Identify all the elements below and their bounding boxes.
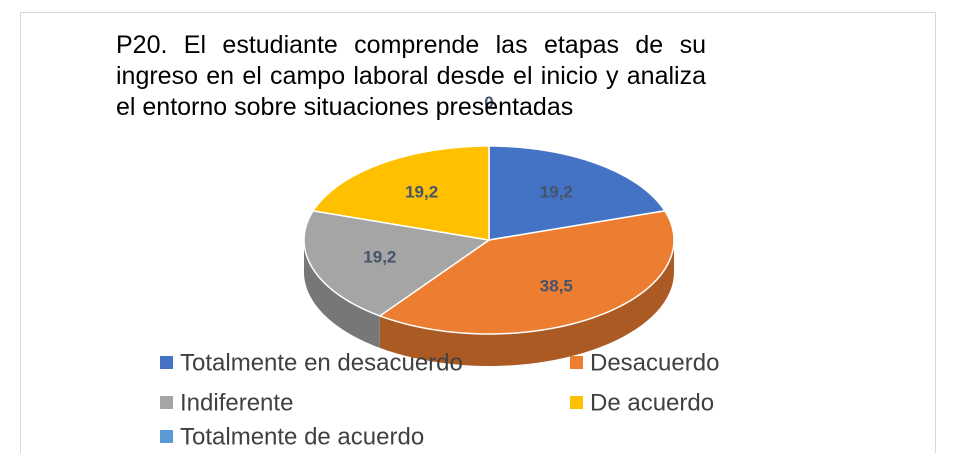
- pie-sides: [304, 240, 674, 366]
- legend-marker: [160, 396, 173, 409]
- pie-slice: [303, 210, 491, 317]
- pie-tops: [303, 145, 675, 335]
- legend-label: De acuerdo: [590, 389, 714, 416]
- pie-slice: [488, 145, 667, 241]
- pie-slice: [378, 210, 675, 335]
- pie-slice: [311, 145, 490, 241]
- data-label: 19,2: [405, 182, 438, 201]
- legend-marker: [160, 430, 173, 443]
- legend-label: Totalmente en desacuerdo: [180, 349, 463, 376]
- pie-slice-side: [379, 240, 674, 366]
- legend-marker: [570, 356, 583, 369]
- chart-title: P20. El estudiante comprende las etapas …: [116, 31, 706, 121]
- data-label: 0: [484, 93, 493, 112]
- legend-label: Indiferente: [180, 389, 293, 416]
- legend-label: Totalmente de acuerdo: [180, 423, 424, 450]
- legend-marker: [160, 356, 173, 369]
- legend-marker: [570, 396, 583, 409]
- data-label: 38,5: [540, 277, 573, 296]
- legend-label: Desacuerdo: [590, 349, 719, 376]
- data-label: 19,2: [540, 182, 573, 201]
- chart-border: [20, 12, 936, 453]
- pie-slice-side: [304, 240, 380, 348]
- data-label: 19,2: [363, 247, 396, 266]
